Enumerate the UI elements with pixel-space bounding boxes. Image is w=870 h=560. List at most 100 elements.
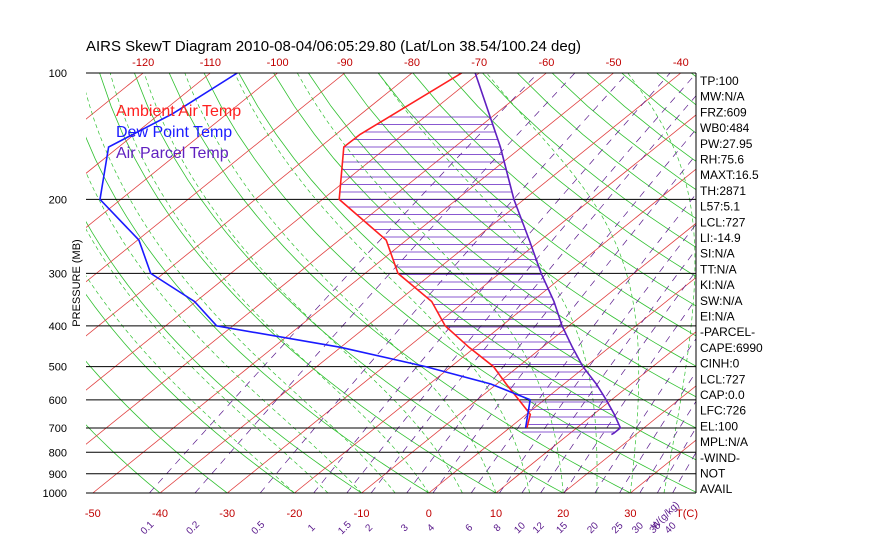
moist-adiabat-line	[486, 73, 640, 493]
index-label: AVAIL	[700, 482, 733, 496]
isotherm-line	[86, 73, 346, 283]
index-label: TP:100	[700, 74, 739, 88]
temperature-unit-label: T(C)	[676, 508, 698, 520]
moist-adiabat-line	[86, 275, 295, 493]
isotherm-line	[226, 114, 696, 493]
dry-adiabat-line	[308, 73, 696, 398]
moist-adiabat-line	[378, 73, 598, 493]
index-label: NOT	[700, 467, 726, 481]
isotherm-line	[86, 73, 413, 337]
top-temperature-tick-label: -70	[471, 57, 487, 69]
dry-adiabat-line	[86, 221, 362, 493]
index-label: EI:N/A	[700, 310, 735, 324]
top-temperature-tick-label: -120	[132, 57, 154, 69]
index-label: CINH:0	[700, 357, 740, 371]
moist-adiabat-line	[86, 91, 396, 493]
isotherm-line	[495, 331, 696, 493]
index-label: LCL:727	[700, 372, 746, 386]
legend-entry: Air Parcel Temp	[116, 145, 229, 162]
mixing-ratio-line	[499, 223, 696, 493]
index-label: CAPE:6990	[700, 341, 763, 355]
isotherm-line	[92, 73, 614, 493]
moist-adiabat-line	[184, 73, 497, 493]
bottom-temperature-tick-label: -10	[354, 508, 370, 520]
dry-adiabat-line	[273, 73, 696, 429]
moist-adiabat-grid	[86, 73, 696, 493]
index-label: FRZ:609	[700, 105, 747, 119]
dry-adiabat-line	[86, 360, 228, 493]
dry-adiabat-line	[86, 136, 430, 493]
mixing-ratio-line	[149, 73, 539, 493]
pressure-tick-label: 700	[49, 423, 67, 435]
index-label: RH:75.6	[700, 153, 744, 167]
pressure-tick-label: 900	[49, 469, 67, 481]
bottom-temperature-tick-label: -20	[286, 508, 302, 520]
index-label: KI:N/A	[700, 278, 735, 292]
isotherm-grid	[86, 73, 696, 493]
mixing-ratio-line	[521, 248, 696, 493]
pressure-tick-label: 800	[49, 447, 67, 459]
index-label: -WIND-	[700, 451, 740, 465]
index-label: LI:-14.9	[700, 231, 741, 245]
pressure-tick-label: 300	[49, 268, 67, 280]
top-temperature-tick-labels: -120 -110 -100 -90 -80 -70 -60 -50 -40	[132, 57, 689, 69]
moist-adiabat-line	[234, 73, 530, 493]
index-label: EL:100	[700, 419, 738, 433]
dry-adiabat-line	[86, 293, 295, 493]
pressure-tick-label: 500	[49, 362, 67, 374]
top-temperature-tick-label: -90	[337, 57, 353, 69]
mixing-ratio-line	[194, 73, 576, 493]
bottom-temperature-tick-labels: -50 -40 -30 -20 -10 0 10 20 30	[85, 508, 637, 520]
bottom-temperature-tick-label: -30	[219, 508, 235, 520]
index-label: MPL:N/A	[700, 435, 748, 449]
dew-point-temp-line	[99, 73, 532, 429]
mixing-ratio-line	[563, 298, 696, 493]
top-temperature-tick-label: -40	[673, 57, 689, 69]
moist-adiabat-line	[627, 73, 696, 493]
dry-adiabat-line	[412, 73, 696, 307]
air-parcel-temp-line	[474, 73, 622, 436]
bottom-temperature-tick-label: 10	[490, 508, 502, 520]
dry-adiabat-line	[447, 73, 696, 277]
dry-adiabat-line	[168, 73, 631, 493]
top-temperature-tick-label: -50	[606, 57, 622, 69]
isotherm-line	[86, 73, 211, 174]
bottom-temperature-tick-label: 30	[624, 508, 636, 520]
bottom-temperature-tick-label: -50	[85, 508, 101, 520]
mixing-ratio-line	[313, 73, 671, 493]
index-label: SI:N/A	[700, 247, 735, 261]
top-temperature-tick-label: -80	[404, 57, 420, 69]
dry-adiabat-line	[238, 73, 696, 461]
dry-adiabat-line	[342, 73, 696, 367]
dry-adiabat-line	[99, 73, 497, 493]
index-label: MAXT:16.5	[700, 168, 759, 182]
moist-adiabat-line	[296, 73, 564, 493]
ambient-air-temp-line	[338, 73, 532, 429]
legend: Ambient Air Temp Dew Point Temp Air Parcel…	[116, 103, 241, 162]
pressure-tick-label: 1000	[43, 488, 67, 500]
pressure-tick-label: 200	[49, 194, 67, 206]
index-label: -PARCEL-	[700, 325, 755, 339]
legend-entry: Dew Point Temp	[116, 124, 232, 141]
index-label: WB0:484	[700, 121, 750, 135]
isotherm-line	[361, 222, 696, 493]
mixing-ratio-line	[540, 270, 696, 493]
isotherm-line	[86, 73, 547, 445]
moist-adiabat-line	[109, 73, 430, 493]
isotherm-line	[86, 73, 278, 229]
mixing-ratio-line	[470, 193, 696, 493]
pressure-tick-labels: 100 200 300 400 500 600 700 800 900 1000	[43, 68, 67, 500]
sounding-series	[99, 73, 622, 436]
isotherm-line	[86, 73, 480, 391]
dry-adiabat-line	[482, 73, 696, 248]
bottom-temperature-tick-label: 20	[557, 508, 569, 520]
dry-adiabat-line	[86, 424, 161, 493]
index-label: CAP:0.0	[700, 388, 745, 402]
top-temperature-tick-label: -60	[538, 57, 554, 69]
isotherm-line	[428, 277, 696, 493]
mixing-ratio-line	[346, 73, 696, 493]
mixing-ratio-line	[432, 154, 696, 493]
index-label: LCL:727	[700, 215, 746, 229]
index-label: TH:2871	[700, 184, 746, 198]
